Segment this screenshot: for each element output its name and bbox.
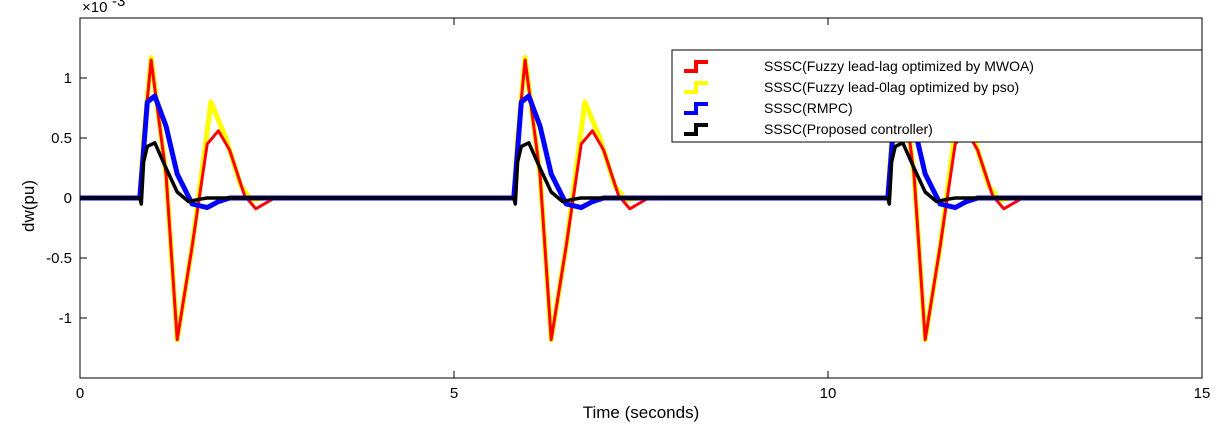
y-tick-label: -0.5: [46, 250, 72, 267]
series-line-3: [80, 141, 1202, 206]
legend-label-3: SSSC(Proposed controller): [764, 121, 933, 137]
x-axis-title: Time (seconds): [583, 403, 700, 422]
legend-label-0: SSSC(Fuzzy lead-lag optimized by MWOA): [764, 58, 1034, 74]
x-tick-label: 0: [76, 385, 84, 402]
series-line-0: [80, 58, 1202, 342]
y-tick-label: 1: [64, 70, 72, 87]
legend-label-2: SSSC(RMPC): [764, 100, 853, 116]
ticks-layer: 0 5 10 15 1 0.5 0 -0.5 -1: [46, 18, 1210, 402]
legend: SSSC(Fuzzy lead-lag optimized by MWOA) SS…: [671, 49, 1203, 143]
series-line-2: [80, 93, 1202, 211]
legend-swatch-3: [684, 123, 708, 136]
y-axis-title: dw(pu): [19, 180, 38, 232]
legend-swatch-1: [684, 81, 708, 94]
legend-box: [671, 49, 1203, 143]
legend-swatch-0: [684, 60, 708, 73]
y-exponent-base: ×10: [82, 0, 107, 16]
y-exponent-power: -3: [112, 0, 125, 10]
series-layer: [80, 55, 1202, 343]
x-tick-label: 10: [820, 385, 837, 402]
y-tick-label: -1: [59, 310, 72, 327]
y-tick-label: 0.5: [51, 130, 72, 147]
legend-swatch-2: [684, 102, 708, 115]
x-tick-label: 15: [1194, 385, 1211, 402]
legend-label-1: SSSC(Fuzzy lead-0lag optimized by pso): [764, 79, 1019, 95]
x-tick-label: 5: [450, 385, 458, 402]
y-tick-label: 0: [64, 190, 72, 207]
